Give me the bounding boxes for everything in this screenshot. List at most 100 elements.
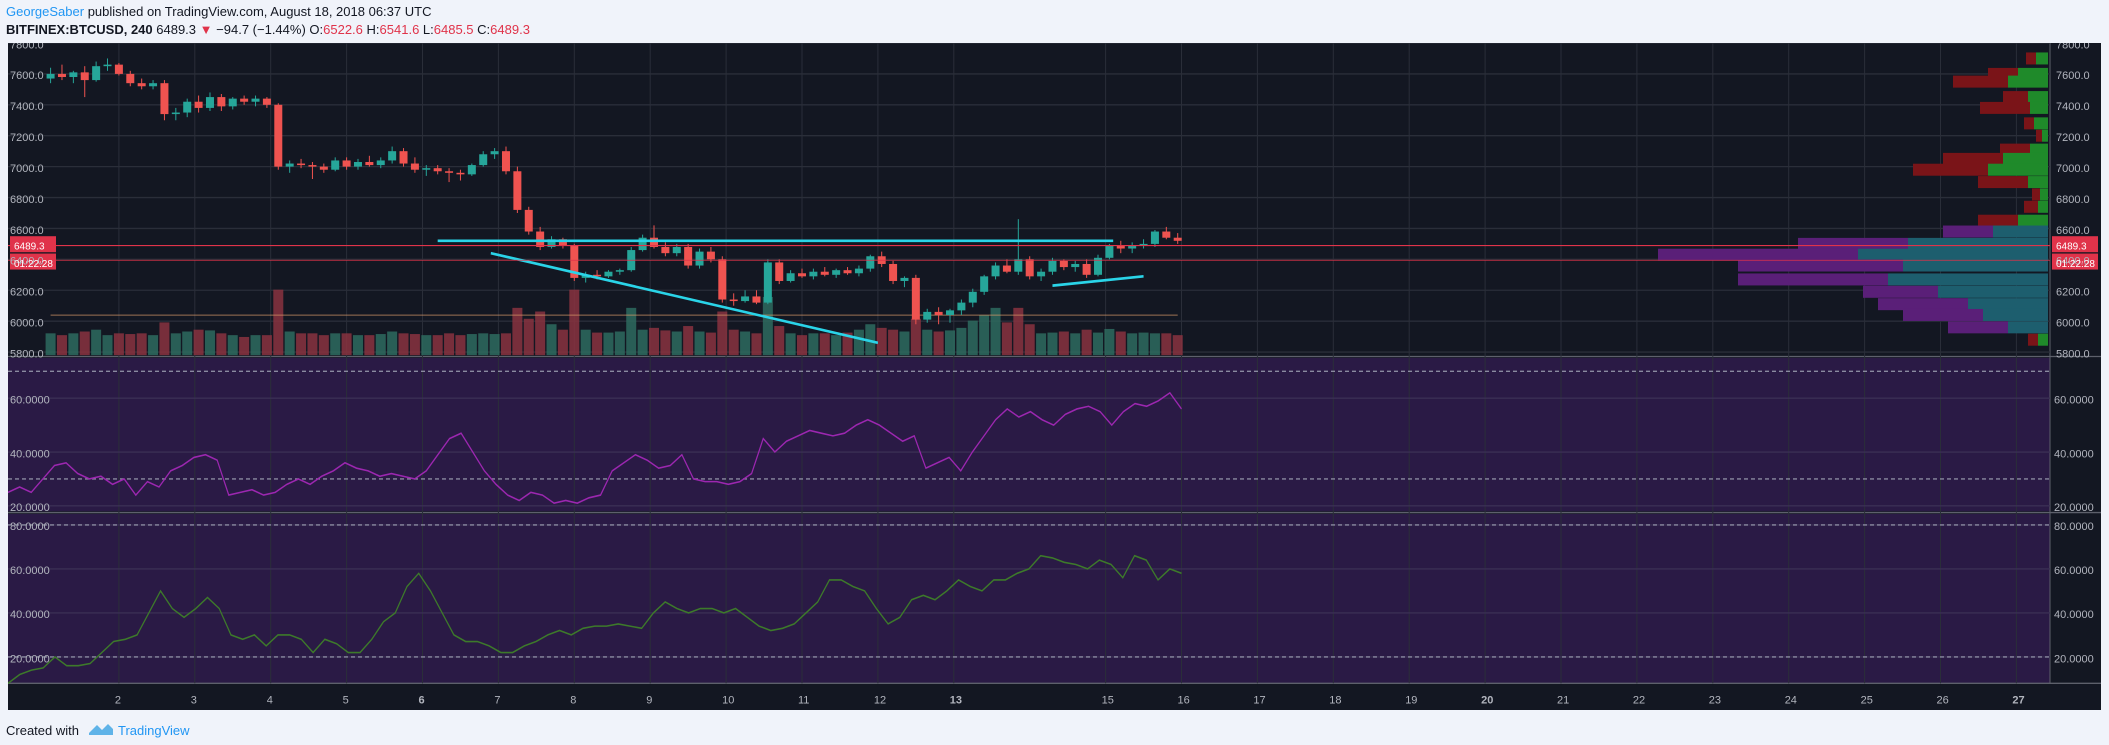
candle-body xyxy=(752,296,761,303)
volume-bar xyxy=(910,318,921,356)
stoch-tick-label: 60.0000 xyxy=(2054,565,2094,577)
volume-profile-up xyxy=(2038,333,2048,346)
candle-body xyxy=(775,262,784,281)
volume-bar xyxy=(296,333,307,356)
date-tick-label: 7 xyxy=(494,694,500,706)
candle-body xyxy=(1082,263,1091,275)
volume-bar xyxy=(489,334,500,356)
low-value: 6485.5 xyxy=(433,22,474,37)
candle-body xyxy=(866,256,875,269)
volume-profile-up xyxy=(1983,308,2048,321)
price-marker-label: 6489.3 xyxy=(14,242,45,253)
volume-bar xyxy=(307,333,318,356)
tradingview-logo-icon[interactable] xyxy=(88,722,114,736)
stoch-line xyxy=(8,554,1182,685)
candle-body xyxy=(479,154,488,166)
date-tick-label: 4 xyxy=(267,694,273,706)
price-change: −94.7 (−1.44%) xyxy=(216,22,306,37)
price-tick-label: 6200.0 xyxy=(2056,287,2090,299)
candle-body xyxy=(308,165,317,167)
date-tick-label: 27 xyxy=(2012,694,2024,706)
volume-bar xyxy=(842,332,853,356)
candle-body xyxy=(171,112,180,115)
volume-bar xyxy=(148,335,159,356)
price-tick-label-left: 7000.0 xyxy=(10,163,44,175)
price-tick-label: 7400.0 xyxy=(2056,101,2090,113)
chart-canvas[interactable]: 7800.07800.07600.07600.07400.07400.07200… xyxy=(8,43,2101,710)
trendline xyxy=(1052,275,1144,287)
volume-bar xyxy=(967,320,978,356)
candle-body xyxy=(297,163,306,166)
countdown-marker-right xyxy=(2052,253,2098,270)
volume-bar xyxy=(1047,332,1058,356)
candle-body xyxy=(1139,243,1148,246)
candle-body xyxy=(798,273,806,277)
volume-bar xyxy=(387,331,398,356)
candle-body xyxy=(1059,260,1068,268)
volume-bar xyxy=(1161,333,1172,356)
volume-bar xyxy=(1058,331,1069,356)
volume-profile-down xyxy=(1953,75,2008,88)
candle-body xyxy=(331,160,340,170)
candle-body xyxy=(353,161,362,167)
high-label: H: xyxy=(366,22,380,37)
candle-body xyxy=(843,270,852,274)
open-value: 6522.6 xyxy=(323,22,363,37)
rsi-pane xyxy=(8,357,2050,512)
date-tick-label: 20 xyxy=(1481,694,1493,706)
date-tick-label: 23 xyxy=(1709,694,1721,706)
candle-body xyxy=(741,296,750,302)
volume-bar xyxy=(751,333,762,356)
volume-profile-down xyxy=(1738,259,1903,272)
volume-bar xyxy=(1024,324,1035,356)
volume-profile-down xyxy=(1980,101,2030,114)
volume-bar xyxy=(512,307,523,356)
volume-profile-up xyxy=(2030,143,2048,156)
candle-body xyxy=(1071,263,1080,268)
volume-bar xyxy=(705,332,716,356)
volume-bar xyxy=(1115,331,1126,356)
volume-bar xyxy=(546,324,557,356)
volume-bar xyxy=(1013,307,1024,356)
price-tick-label-left: 7400.0 xyxy=(10,101,44,113)
volume-bar xyxy=(569,289,580,356)
volume-profile-down xyxy=(1878,298,1968,311)
volume-bar xyxy=(68,333,79,356)
candle-body xyxy=(365,161,374,166)
volume-bar xyxy=(182,331,193,356)
candle-body xyxy=(547,239,556,247)
publish-info: GeorgeSaber published on TradingView.com… xyxy=(6,4,431,19)
chart-area[interactable]: 7800.0 7800.0 7600.0 7600.0 7400.0 7400.0 7200… xyxy=(8,43,2101,710)
tradingview-link[interactable]: TradingView xyxy=(118,723,190,738)
volume-profile-down xyxy=(2032,188,2040,201)
volume-bar xyxy=(102,335,113,356)
volume-profile-up xyxy=(1908,237,2048,250)
date-tick-label: 15 xyxy=(1102,694,1114,706)
last-price: 6489.3 xyxy=(156,22,197,37)
volume-profile-down xyxy=(2028,333,2038,346)
candle-body xyxy=(957,302,966,311)
volume-profile-up xyxy=(1988,163,2048,176)
volume-bar xyxy=(444,333,455,356)
volume-profile-down xyxy=(2026,52,2036,65)
author-link[interactable]: GeorgeSaber xyxy=(6,4,85,19)
date-tick-label: 12 xyxy=(874,694,886,706)
candle-body xyxy=(467,165,476,175)
volume-bar xyxy=(113,333,124,356)
candle-body xyxy=(900,277,909,281)
date-tick-label: 19 xyxy=(1405,694,1417,706)
volume-profile-up xyxy=(2030,101,2048,114)
candle-body xyxy=(661,246,670,254)
close-label: C: xyxy=(477,22,491,37)
volume-bar xyxy=(580,329,591,356)
date-tick-label: 9 xyxy=(646,694,652,706)
candle-body xyxy=(980,276,989,292)
volume-bar xyxy=(216,333,227,356)
volume-profile-up xyxy=(2040,188,2048,201)
volume-bar xyxy=(330,333,341,356)
volume-bar xyxy=(500,333,511,356)
created-with-text: Created with xyxy=(6,723,79,738)
candle-body xyxy=(114,64,123,74)
date-tick-label: 17 xyxy=(1253,694,1265,706)
candle-body xyxy=(718,259,727,300)
